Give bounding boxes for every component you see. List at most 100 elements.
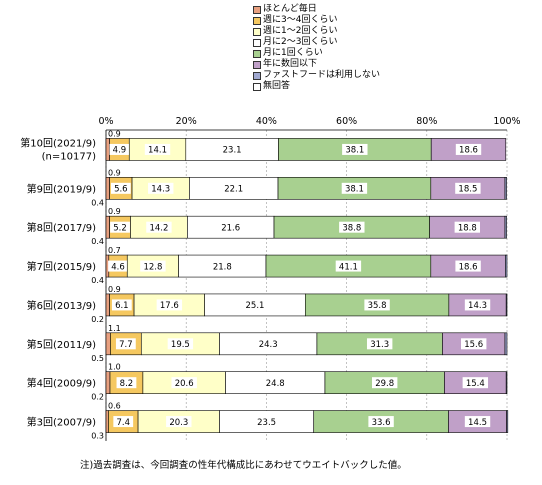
data-label: 21.6 [221,223,240,233]
data-label-background [166,416,192,428]
data-label-background [116,377,137,389]
data-label: 41.1 [339,262,358,272]
category-label: 第6回(2013/9) [27,299,96,312]
data-label: 20.3 [169,418,188,428]
data-label: 14.3 [151,185,170,195]
category-label: 第8回(2017/9) [27,221,96,234]
data-label: 0.7 [108,246,121,255]
footnote: 注)過去調査は、今回調査の性年代構成比にあわせてウエイトバックした値。 [80,460,407,471]
data-label: 33.6 [372,418,391,428]
legend-label: ほとんど毎日 [263,4,317,14]
data-label-background [148,182,174,194]
data-label: 0.3 [91,432,104,441]
data-label: 0.9 [108,168,121,177]
data-label: 14.5 [468,418,487,428]
category-label: 第3回(2007/9) [27,416,96,429]
data-label: 29.8 [375,379,394,389]
x-tick-label: 60% [336,116,357,127]
data-label-background [464,299,491,311]
legend-item: 無回答 [253,81,380,92]
data-label-background [255,338,281,350]
legend-swatch-icon [253,83,261,91]
legend-swatch-icon [253,72,261,80]
bar-segment [105,138,110,161]
data-label: 15.4 [466,379,485,389]
data-label: 19.5 [171,340,190,350]
data-label: 1.1 [108,324,121,333]
bar-segment [105,410,109,433]
data-label: 8.2 [120,379,134,389]
data-label: 0.2 [91,315,104,324]
category-label: 第7回(2015/9) [27,260,96,273]
data-label: 4.9 [113,146,127,156]
data-label: 20.6 [175,379,194,389]
legend-item: 年に数回以下 [253,59,380,70]
data-label-background [371,377,398,389]
x-tick-label: 20% [176,116,197,127]
data-label: 7.7 [119,340,133,350]
x-tick-label: 0% [98,116,113,127]
data-label: 0.4 [91,198,104,207]
data-label-background [461,338,487,350]
data-label: 31.3 [370,340,389,350]
legend-swatch-icon [253,50,261,58]
data-label: 15.6 [464,340,483,350]
data-label: 35.8 [368,301,387,311]
data-label: 0.2 [91,393,104,402]
bar-segment [505,371,508,394]
data-label-background [342,143,368,155]
legend: ほとんど毎日 週に3～4回くらい 週に1～2回くらい 月に2～3回くらい 月に1… [253,4,380,92]
data-label-background [167,338,194,350]
data-label: 24.8 [266,379,285,389]
data-label: 0.4 [91,237,104,246]
data-label: 22.1 [224,185,243,195]
data-label-background [146,221,172,233]
data-label-background [464,416,491,428]
legend-swatch-icon [253,28,261,36]
data-label-background [462,377,489,389]
legend-item: ほとんど毎日 [253,4,380,15]
data-label: 1.0 [108,363,121,372]
data-label-background [219,143,245,155]
data-label-background [455,143,482,155]
x-tick-label: 40% [256,116,277,127]
data-label: 14.1 [148,146,167,156]
legend-item: ファストフードは利用しない [253,70,380,81]
data-label: 7.4 [116,418,130,428]
data-label-background [109,143,130,155]
legend-label: 無回答 [263,81,291,91]
data-label: 14.2 [149,223,168,233]
data-label: 0.9 [108,129,121,138]
data-label-background [335,260,362,272]
bar-segment [105,371,111,394]
bar-segment [506,410,509,433]
data-label-background [341,182,368,194]
data-label: 24.3 [259,340,278,350]
data-label: 0.6 [108,402,121,411]
data-label-background [111,299,132,311]
bar-segment [504,332,508,356]
legend-label: ファストフードは利用しない [263,70,381,80]
data-label-background [221,182,247,194]
bar-segment [504,177,507,200]
data-label: 17.6 [160,301,179,311]
bar-segment [105,332,111,356]
data-label: 18.6 [459,146,478,156]
data-label-background [368,416,394,428]
data-label-background [108,260,128,272]
legend-item: 週に3～4回くらい [253,15,380,26]
data-label: 6.1 [115,301,129,311]
data-label: 25.1 [246,301,265,311]
data-label: 18.5 [458,185,477,195]
bar-segment [505,293,508,317]
bar-segment [105,215,110,239]
bar-segment [105,293,110,317]
data-label: 38.1 [345,146,364,156]
data-label: 14.3 [468,301,487,311]
data-label: 0.9 [108,285,121,294]
data-label-background [455,182,481,194]
bar-segment [504,215,507,239]
legend-swatch-icon [253,17,261,25]
legend-item: 月に2～3回くらい [253,37,380,48]
legend-item: 週に1～2回くらい [253,26,380,37]
